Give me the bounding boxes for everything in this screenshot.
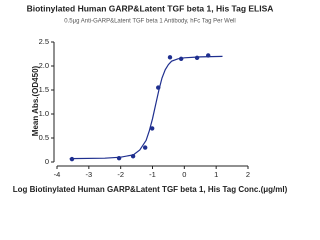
y-tick-label: 2.0 xyxy=(39,61,49,70)
x-tick-label: -1 xyxy=(149,170,156,179)
data-point xyxy=(69,156,75,162)
x-tick-label: -4 xyxy=(54,170,61,179)
data-point xyxy=(149,126,155,131)
x-tick-label: 2 xyxy=(246,170,250,179)
x-tick-label: -3 xyxy=(85,170,92,179)
chart-subtitle: 0.5μg Anti-GARP&Latent TGF beta 1 Antibo… xyxy=(64,19,235,25)
y-tick-label: 0 xyxy=(45,157,49,166)
x-tick-label: -2 xyxy=(117,170,124,179)
y-tick-label: 0.5 xyxy=(39,133,49,142)
y-tick-label: 2.5 xyxy=(39,37,49,46)
y-axis-label: Mean Abs.(OD450) xyxy=(31,65,40,136)
data-point xyxy=(194,55,200,61)
y-tick-label: 1.5 xyxy=(39,85,49,94)
page: {"chart_data":{"type":"scatter", "title"… xyxy=(12,3,288,195)
data-point xyxy=(156,85,161,90)
y-tick-label: 1.0 xyxy=(39,109,49,118)
data-point xyxy=(142,145,148,150)
fit-curve xyxy=(69,55,223,160)
data-point xyxy=(178,56,184,61)
data-point xyxy=(130,154,136,159)
x-tick-label: 1 xyxy=(214,170,218,179)
x-tick-label: 0 xyxy=(182,170,186,179)
data-point xyxy=(116,155,122,161)
x-axis-label: Log Biotinylated Human GARP&Latent TGF b… xyxy=(13,185,288,194)
data-point xyxy=(206,53,211,58)
data-point xyxy=(167,55,173,60)
chart-title: Biotinylated Human GARP&Latent TGF beta … xyxy=(27,3,274,13)
chart: Biotinylated Human GARP&Latent TGF beta … xyxy=(13,3,288,194)
